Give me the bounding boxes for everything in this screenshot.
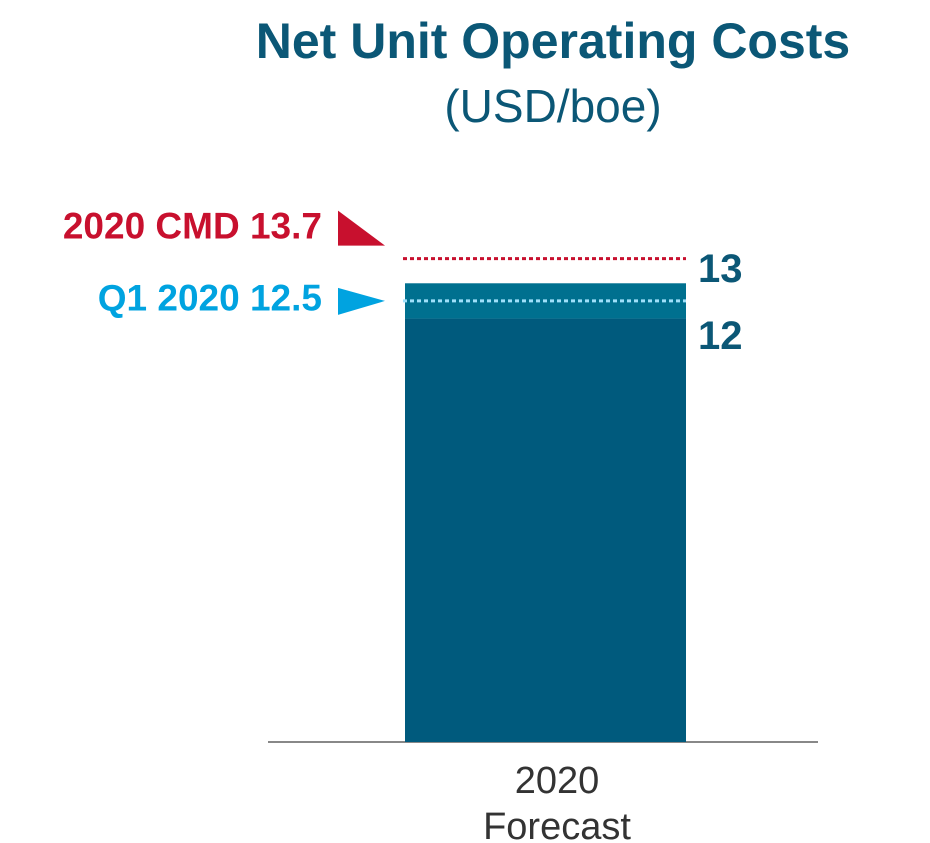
reference-arrow [338,287,385,315]
chart-subtitle: (USD/boe) [444,80,661,132]
value-label: 13 [698,247,743,291]
x-tick-label: 2020 Forecast [483,760,631,843]
chart-title: Net Unit Operating Costs [256,13,850,69]
bar [405,318,686,742]
reference-arrow [338,210,385,246]
value-label: 12 [698,314,743,358]
reference-label: 2020 CMD 13.7 [63,205,322,246]
reference-label: Q1 2020 12.5 [98,278,322,319]
